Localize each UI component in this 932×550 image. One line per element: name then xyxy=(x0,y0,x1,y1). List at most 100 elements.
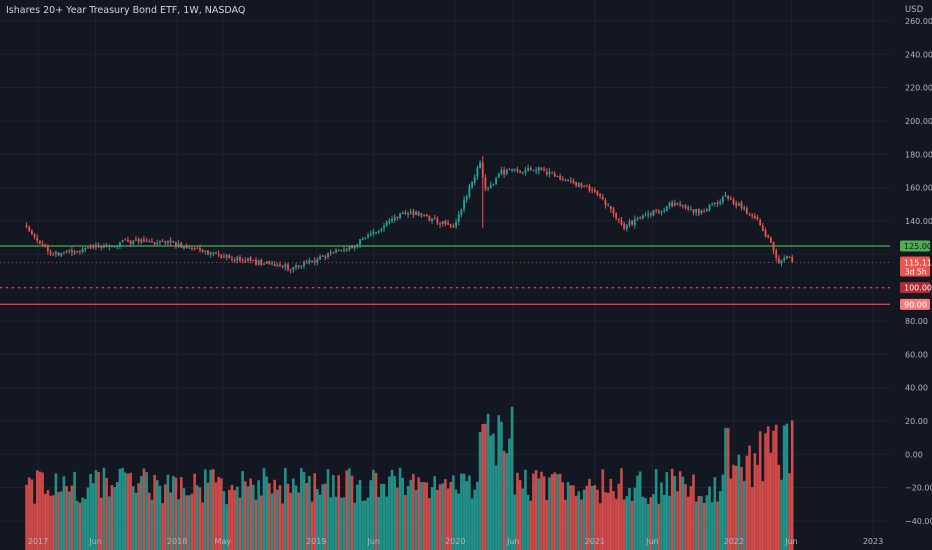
candle-body xyxy=(703,211,706,213)
candle-body xyxy=(305,262,308,264)
candle-body xyxy=(87,247,89,249)
badge-90 xyxy=(900,298,930,310)
y-tick-label: 140.00 xyxy=(905,217,932,226)
histogram-bar xyxy=(179,476,183,550)
histogram-bar xyxy=(662,494,666,550)
currency-label: USD xyxy=(905,5,924,15)
candle-body xyxy=(767,235,770,238)
candle-body xyxy=(249,257,252,261)
histogram-bar xyxy=(225,504,228,550)
countdown-text: 3d 5h xyxy=(905,267,927,276)
candle-body xyxy=(481,162,484,178)
histogram-bar xyxy=(97,472,100,550)
candle-body xyxy=(151,241,153,243)
candle-body xyxy=(479,162,481,169)
histogram-bar xyxy=(788,473,791,550)
x-tick-label: 2017 xyxy=(28,537,48,546)
histogram-bar xyxy=(139,476,143,550)
candle-body xyxy=(161,240,164,242)
histogram-bar xyxy=(65,486,68,550)
histogram-bar xyxy=(145,472,148,550)
candle-body xyxy=(495,178,497,185)
candle-body xyxy=(537,167,540,171)
candle-body xyxy=(385,221,388,226)
histogram-bar xyxy=(705,495,709,550)
histogram-bar xyxy=(702,502,706,550)
histogram-bar xyxy=(598,503,602,550)
candle-body xyxy=(711,204,714,206)
histogram-bar xyxy=(401,477,405,550)
histogram-bar xyxy=(204,469,207,550)
histogram-bar xyxy=(35,470,39,550)
candle-body xyxy=(63,251,65,253)
histogram-bar xyxy=(734,465,738,550)
candle-body xyxy=(649,213,652,215)
x-tick-label: Jun xyxy=(506,537,520,546)
histogram-bar xyxy=(212,469,215,550)
histogram-bar xyxy=(196,485,199,550)
candle-body xyxy=(415,211,417,215)
histogram-bar xyxy=(553,472,557,550)
histogram-bar xyxy=(657,503,661,550)
histogram-bar xyxy=(286,483,290,550)
candle-body xyxy=(212,252,215,254)
candle-body xyxy=(500,170,503,174)
histogram-bar xyxy=(668,495,671,550)
time-axis[interactable]: 2017 Jun 2018 May 2019 Jun 2020 Jun 2021 Jun 2022 J… xyxy=(28,537,883,546)
candle-body xyxy=(111,246,113,248)
candle-body xyxy=(607,205,610,207)
y-tick-label: 240.00 xyxy=(905,50,932,59)
histogram-bar xyxy=(273,479,276,550)
candle-body xyxy=(780,260,783,264)
histogram-bar xyxy=(377,496,381,550)
histogram-bar xyxy=(284,468,287,550)
candle-body xyxy=(404,212,407,214)
candle-body xyxy=(303,262,305,266)
candle-body xyxy=(628,221,631,225)
candle-body xyxy=(676,202,679,205)
histogram-bar xyxy=(230,484,234,550)
candle-body xyxy=(689,209,692,211)
histogram-bar xyxy=(649,497,653,550)
candle-body xyxy=(737,203,740,206)
histogram-bar xyxy=(233,490,236,550)
histogram-bar xyxy=(622,499,626,550)
candle-body xyxy=(417,212,420,216)
histogram-bar xyxy=(412,474,415,550)
badge-90-text: 90.00 xyxy=(904,300,927,309)
histogram-bar xyxy=(572,485,575,550)
horizontal-levels[interactable] xyxy=(0,245,890,305)
histogram-bar xyxy=(588,478,591,550)
histogram-bar xyxy=(313,473,316,550)
histogram-bar xyxy=(777,464,781,550)
candle-body xyxy=(268,260,271,265)
histogram-bar xyxy=(289,492,292,550)
volume-histogram xyxy=(25,406,794,550)
candle-body xyxy=(332,252,335,254)
price-axis[interactable]: 260.00 240.00 220.00 200.00 180.00 160.00 140.… xyxy=(905,17,932,526)
candle-body xyxy=(599,193,602,196)
candle-body xyxy=(588,186,591,191)
histogram-bar xyxy=(102,467,106,550)
histogram-bar xyxy=(249,478,252,550)
histogram-bar xyxy=(766,426,770,550)
histogram-bar xyxy=(764,433,767,550)
candle-body xyxy=(497,174,500,178)
histogram-bar xyxy=(350,475,354,550)
candle-body xyxy=(308,260,311,263)
candle-body xyxy=(100,245,103,248)
histogram-bar xyxy=(737,454,741,550)
histogram-bar xyxy=(550,474,554,550)
histogram-bar xyxy=(446,488,450,550)
histogram-bar xyxy=(518,480,522,550)
histogram-bar xyxy=(254,499,258,550)
histogram-bar xyxy=(329,497,332,550)
candle-body xyxy=(153,242,156,245)
histogram-bar xyxy=(761,481,765,550)
candle-body xyxy=(31,230,33,235)
histogram-bar xyxy=(294,485,298,550)
candle-body xyxy=(33,234,36,237)
histogram-bar xyxy=(129,472,132,550)
